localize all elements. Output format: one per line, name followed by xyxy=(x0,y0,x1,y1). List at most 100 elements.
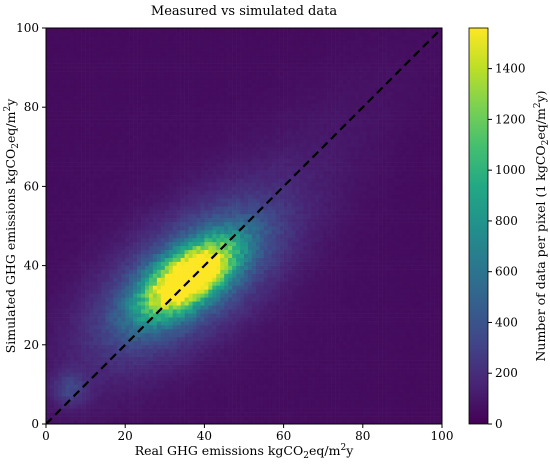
heatmap-cell xyxy=(93,130,98,136)
heatmap-cell xyxy=(152,99,158,104)
heatmap-cell xyxy=(232,384,237,389)
heatmap-cell xyxy=(61,245,67,251)
heatmap-cell xyxy=(156,91,162,96)
heatmap-cell xyxy=(125,130,130,136)
heatmap-cell xyxy=(109,99,114,104)
heatmap-cell xyxy=(156,388,162,393)
heatmap-cell xyxy=(73,277,78,282)
heatmap-cell xyxy=(196,313,201,318)
heatmap-cell xyxy=(188,150,193,156)
heatmap-cell xyxy=(188,154,193,159)
heatmap-cell xyxy=(121,222,126,227)
heatmap-cell xyxy=(81,289,86,294)
heatmap-cell xyxy=(240,325,245,330)
heatmap-cell xyxy=(97,198,102,203)
heatmap-cell xyxy=(109,233,114,239)
heatmap-cell xyxy=(65,95,71,100)
heatmap-cell xyxy=(141,103,146,108)
heatmap-cell xyxy=(141,360,146,365)
heatmap-cell xyxy=(93,47,98,53)
heatmap-cell xyxy=(180,178,185,183)
heatmap-cell xyxy=(113,384,118,389)
heatmap-cell xyxy=(57,222,63,227)
heatmap-cell xyxy=(220,39,225,45)
heatmap-cell xyxy=(137,59,142,64)
heatmap-cell xyxy=(121,229,126,235)
heatmap-cell xyxy=(105,79,110,84)
heatmap-cell xyxy=(117,210,122,215)
heatmap-cell xyxy=(168,218,174,223)
heatmap-cell xyxy=(168,39,174,45)
heatmap-cell xyxy=(152,313,158,318)
heatmap-cell xyxy=(236,226,241,231)
heatmap-cell xyxy=(148,150,154,156)
heatmap-cell xyxy=(145,95,150,100)
heatmap-cell xyxy=(137,28,142,33)
heatmap-cell xyxy=(208,63,213,68)
heatmap-cell xyxy=(184,39,189,45)
heatmap-cell xyxy=(188,265,193,270)
heatmap-cell xyxy=(188,293,193,298)
heatmap-cell xyxy=(141,214,146,219)
heatmap-cell xyxy=(101,412,106,417)
heatmap-cell xyxy=(113,222,118,227)
heatmap-cell xyxy=(129,51,134,57)
heatmap-cell xyxy=(61,83,67,88)
heatmap-cell xyxy=(176,123,181,128)
heatmap-cell xyxy=(85,166,90,171)
heatmap-cell xyxy=(117,158,122,163)
heatmap-cell xyxy=(156,317,162,322)
heatmap-cell xyxy=(216,182,221,187)
heatmap-cell xyxy=(137,408,142,413)
heatmap-cell xyxy=(109,261,114,266)
heatmap-cell xyxy=(196,99,201,104)
heatmap-cell xyxy=(141,416,146,421)
heatmap-cell xyxy=(220,368,225,373)
heatmap-cell xyxy=(168,400,174,405)
heatmap-cell xyxy=(208,321,213,326)
heatmap-cell xyxy=(188,328,193,334)
heatmap-cell xyxy=(192,257,197,262)
heatmap-cell xyxy=(156,31,162,37)
heatmap-cell xyxy=(109,269,114,274)
heatmap-cell xyxy=(49,356,55,361)
heatmap-cell xyxy=(228,39,233,45)
heatmap-cell xyxy=(196,59,201,64)
heatmap-cell xyxy=(101,87,106,92)
heatmap-cell xyxy=(105,241,110,247)
heatmap-cell xyxy=(117,79,122,84)
heatmap-cell xyxy=(81,67,86,72)
heatmap-cell xyxy=(232,226,237,231)
heatmap-cell xyxy=(85,309,90,314)
heatmap-cell xyxy=(192,372,197,377)
heatmap-cell xyxy=(232,218,237,223)
heatmap-cell xyxy=(137,297,142,302)
heatmap-cell xyxy=(188,261,193,266)
heatmap-cell xyxy=(53,321,59,326)
heatmap-cell xyxy=(85,55,90,60)
heatmap-cell xyxy=(101,281,106,286)
heatmap-cell xyxy=(117,309,122,314)
heatmap-cell xyxy=(180,107,185,112)
heatmap-cell xyxy=(240,218,245,223)
heatmap-cell xyxy=(184,328,189,334)
heatmap-cell xyxy=(156,55,162,60)
heatmap-cell xyxy=(101,146,106,152)
heatmap-cell xyxy=(176,134,181,140)
heatmap-cell xyxy=(117,146,122,152)
heatmap-cell xyxy=(208,364,213,369)
heatmap-cell xyxy=(156,190,162,195)
heatmap-cell xyxy=(93,285,98,290)
heatmap-cell xyxy=(208,71,213,76)
heatmap-cell xyxy=(180,364,185,369)
heatmap-cell xyxy=(232,356,237,361)
heatmap-cell xyxy=(93,107,98,112)
heatmap-cell xyxy=(89,396,94,401)
heatmap-cell xyxy=(156,206,162,211)
heatmap-cell xyxy=(121,348,126,354)
heatmap-cell xyxy=(180,28,185,33)
heatmap-cell xyxy=(89,59,94,64)
heatmap-cell xyxy=(204,301,209,306)
heatmap-cell xyxy=(168,107,174,112)
heatmap-cell xyxy=(69,130,75,136)
